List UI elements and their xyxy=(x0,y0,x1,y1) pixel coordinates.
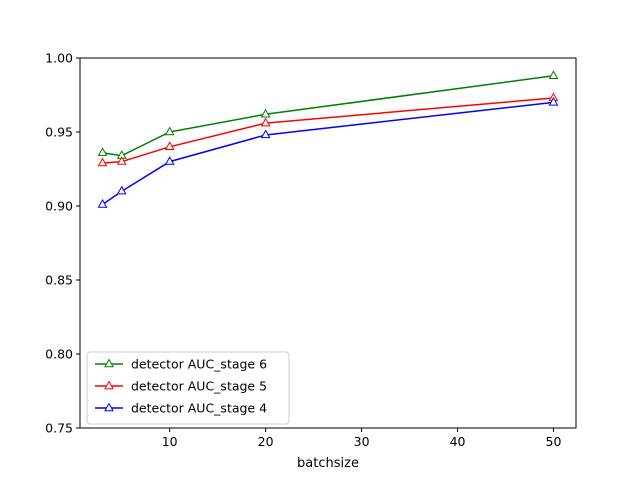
data-point xyxy=(97,199,108,208)
data-point xyxy=(260,117,271,127)
series-3 xyxy=(97,96,559,208)
legend-item: detector AUC_stage 6 xyxy=(95,357,267,372)
data-point xyxy=(164,156,175,165)
x-tick-label: 50 xyxy=(546,434,562,449)
plot-area xyxy=(79,57,577,429)
x-axis: 10 20 30 40 50 xyxy=(162,428,562,449)
x-tick-label: 40 xyxy=(450,434,466,449)
axes-frame xyxy=(79,57,577,429)
legend-item: detector AUC_stage 4 xyxy=(95,401,267,416)
legend-item: detector AUC_stage 5 xyxy=(95,379,267,394)
legend: detector AUC_stage 6 detector AUC_stage 5… xyxy=(86,351,290,425)
legend-box xyxy=(86,351,290,425)
data-point xyxy=(548,70,559,79)
x-tick-label: 10 xyxy=(162,434,178,449)
data-point xyxy=(164,126,175,136)
y-tick-label: 1.00 xyxy=(45,51,73,66)
y-axis: 0.75 0.80 0.85 0.90 0.95 1.00 xyxy=(45,51,80,436)
legend-swatch-marker xyxy=(104,380,114,390)
data-point xyxy=(116,156,127,165)
data-point xyxy=(97,157,108,167)
y-tick-label: 0.75 xyxy=(45,421,73,436)
y-tick-label: 0.95 xyxy=(45,125,73,140)
legend-label: detector AUC_stage 5 xyxy=(131,379,267,394)
series-2 xyxy=(97,92,559,167)
series-layer xyxy=(97,70,559,208)
data-point xyxy=(260,129,271,139)
legend-swatch-marker xyxy=(104,402,114,412)
x-tick-label: 20 xyxy=(258,434,274,449)
y-tick-label: 0.80 xyxy=(45,347,73,362)
legend-label: detector AUC_stage 6 xyxy=(131,357,267,372)
legend-swatch-marker xyxy=(104,358,114,368)
data-point xyxy=(116,185,127,195)
data-point xyxy=(164,141,175,150)
x-axis-label: batchsize xyxy=(297,456,359,471)
x-tick-label: 30 xyxy=(354,434,370,449)
legend-label: detector AUC_stage 4 xyxy=(131,401,267,416)
y-tick-label: 0.90 xyxy=(45,199,73,214)
data-point xyxy=(548,96,559,106)
series-1 xyxy=(97,70,559,159)
data-point xyxy=(97,147,108,156)
data-point xyxy=(260,108,271,118)
y-tick-label: 0.85 xyxy=(45,273,73,288)
